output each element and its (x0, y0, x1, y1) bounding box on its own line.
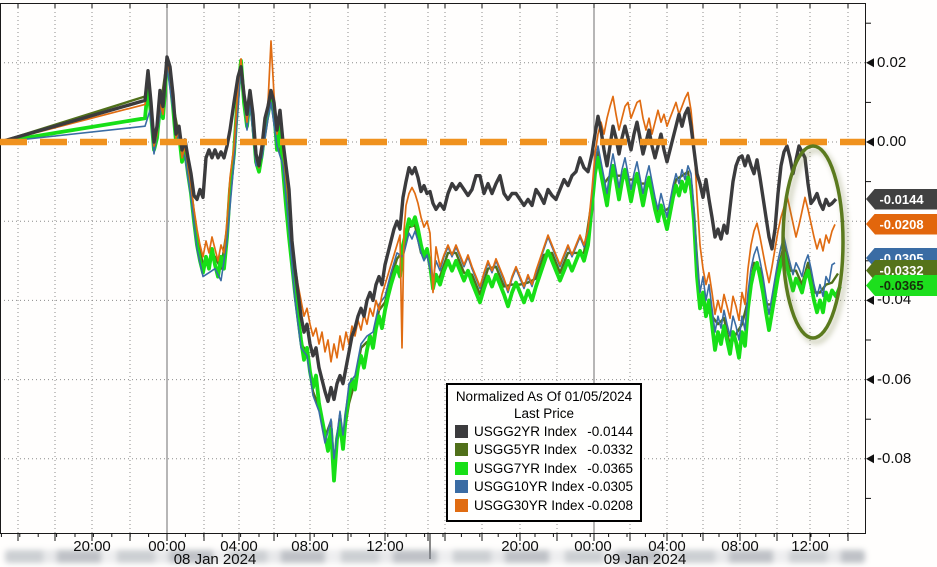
legend-item-name: USGG10YR Index (474, 479, 585, 495)
series-line-USGG10YR (0, 66, 836, 460)
legend-item-USGG10YR: USGG10YR Index -0.0305 (455, 478, 633, 497)
legend-swatch-icon (455, 443, 468, 457)
legend-title: Normalized As Of 01/05/2024 (455, 389, 633, 404)
legend-item-USGG30YR: USGG30YR Index -0.0208 (455, 496, 633, 515)
x-axis-time-label: 20:00 (73, 538, 111, 555)
legend-item-name: USGG30YR Index (474, 497, 585, 513)
y-axis-label: 0.00 (877, 133, 907, 150)
x-axis-time-label: 08:00 (291, 538, 329, 555)
y-tick-arrow (866, 295, 874, 305)
y-axis-label: -0.08 (877, 449, 912, 467)
legend-item-USGG2YR: USGG2YR Index -0.0144 (455, 422, 633, 441)
legend-item-name: USGG7YR Index (474, 460, 577, 476)
x-axis-time-label: 12:00 (791, 538, 829, 555)
series-line-USGG7YR (0, 58, 842, 483)
x-axis-time-label: 12:00 (366, 538, 404, 555)
legend-item-value: -0.0365 (587, 460, 633, 476)
legend-item-value: -0.0144 (587, 423, 633, 439)
legend-swatch-icon (455, 498, 468, 512)
legend-item-value: -0.0305 (587, 479, 633, 495)
y-tick-arrow (866, 58, 874, 68)
x-axis-time-label: 00:00 (574, 538, 612, 555)
highlight-ellipse-annotation (781, 144, 845, 340)
x-axis-time-label: 08:00 (721, 538, 759, 555)
legend-item-USGG5YR: USGG5YR Index -0.0332 (455, 441, 633, 460)
x-axis-time-label: 04:00 (648, 538, 686, 555)
series-line-USGG2YR (0, 55, 838, 404)
redacted-watermark (5, 550, 865, 563)
y-tick-arrow (866, 454, 874, 464)
x-axis-day-label: 09 Jan 2024 (603, 551, 687, 567)
legend-swatch-icon (455, 424, 468, 438)
x-axis-time-label: 00:00 (148, 538, 186, 555)
legend-box: Normalized As Of 01/05/2024 Last Price U… (446, 383, 642, 522)
legend-swatch-icon (455, 461, 468, 475)
x-axis-time-label: 04:00 (220, 538, 258, 555)
legend-item-name: USGG2YR Index (474, 423, 577, 439)
legend-item-value: -0.0208 (587, 497, 633, 513)
legend-subtitle: Last Price (513, 406, 575, 421)
price-tag--0.0365: -0.0365 (866, 275, 937, 296)
x-axis-day-label: 08 Jan 2024 (173, 551, 257, 567)
y-axis-label: -0.06 (877, 370, 912, 388)
legend-swatch-icon (455, 480, 468, 494)
axis-ticks (0, 4, 871, 559)
plot-border (0, 3, 866, 534)
series-lines (0, 40, 842, 483)
y-tick-arrow (866, 375, 874, 385)
y-tick-arrow (866, 137, 874, 147)
legend-item-value: -0.0332 (587, 442, 633, 458)
y-axis-label: 0.02 (877, 53, 907, 71)
price-tag--0.0144: -0.0144 (866, 188, 937, 210)
legend-item-USGG7YR: USGG7YR Index -0.0365 (455, 459, 633, 478)
legend-rows: USGG2YR Index -0.0144 USGG5YR Index -0.0332… (455, 422, 633, 515)
legend-item-name: USGG5YR Index (474, 442, 577, 458)
x-axis-time-label: 20:00 (501, 538, 539, 555)
price-tag--0.0208: -0.0208 (866, 213, 937, 235)
